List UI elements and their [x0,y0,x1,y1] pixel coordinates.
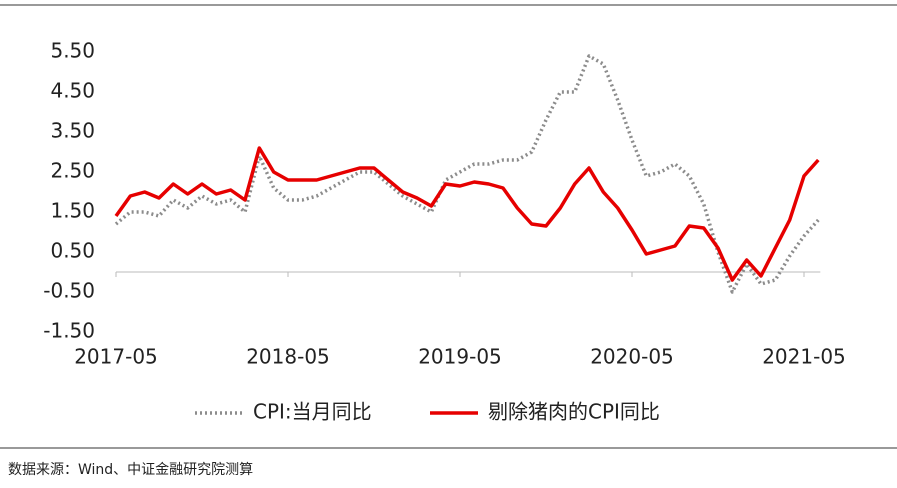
x-tick-label: 2018-05 [246,345,330,369]
y-tick-label: 4.50 [50,79,95,103]
legend-label: 剔除猪肉的CPI同比 [488,400,660,424]
y-tick-label: 2.50 [50,159,95,183]
y-tick-label: 0.50 [50,239,95,263]
x-tick-label: 2020-05 [590,345,674,369]
legend-label: CPI:当月同比 [253,400,372,424]
y-tick-label: 3.50 [50,119,95,143]
y-tick-label: 5.50 [50,39,95,63]
x-tick-label: 2017-05 [74,345,158,369]
series-line [114,54,820,294]
x-tick-label: 2021-05 [762,345,846,369]
source-note: 数据来源：Wind、中证金融研究院测算 [8,462,253,478]
y-tick-label: 1.50 [50,199,95,223]
x-tick-label: 2019-05 [418,345,502,369]
y-tick-label: -1.50 [43,319,95,343]
y-tick-label: -0.50 [43,279,95,303]
series-line [114,146,820,282]
